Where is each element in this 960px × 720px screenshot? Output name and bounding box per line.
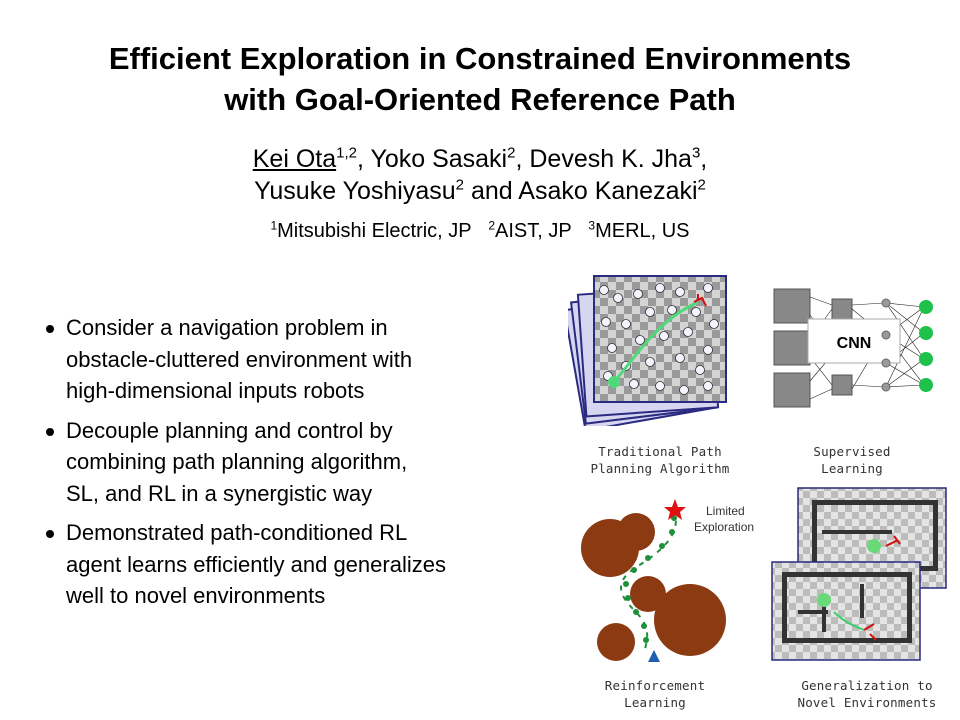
path-planning-figure <box>568 275 727 426</box>
caption-path-planning: Traditional Path Planning Algorithm <box>585 443 735 477</box>
caption-line: Novel Environments <box>797 695 937 710</box>
author-affil-sup: 2 <box>697 176 706 194</box>
author-list: Kei Ota1,2, Yoko Sasaki2, Devesh K. Jha3… <box>0 143 960 207</box>
author-line-2: Yusuke Yoshiyasu2 and Asako Kanezaki2 <box>0 175 960 207</box>
caption-generalization: Generalization to Novel Environments <box>786 677 948 711</box>
affil-name: AIST, JP <box>495 220 572 242</box>
bullet-item: Consider a navigation problem in obstacl… <box>44 312 544 407</box>
affil-sup: 1 <box>270 218 278 233</box>
bullet-line: SL, and RL in a synergistic way <box>66 480 373 506</box>
hidden-nodes <box>881 298 891 392</box>
affil-sup: 2 <box>488 218 495 233</box>
output-nodes <box>919 300 933 392</box>
affil-name: MERL, US <box>595 220 690 242</box>
bullet-dot-icon <box>46 530 54 538</box>
cnn-figure: CNN <box>773 288 933 408</box>
author-conjunction: and <box>470 177 513 205</box>
planned-path <box>612 300 699 383</box>
caption-rl: Reinforcement Learning <box>585 677 725 711</box>
bullet-item: Decouple planning and control by combini… <box>44 415 544 510</box>
affiliation-line: 1Mitsubishi Electric, JP 2AIST, JP 3MERL… <box>0 218 960 244</box>
caption-line: Reinforcement <box>604 678 706 693</box>
author-affil-sup: 3 <box>691 144 701 162</box>
rl-figure: Limited Exploration <box>581 499 754 662</box>
title-line-1: Efficient Exploration in Constrained Env… <box>108 41 852 76</box>
bullet-line: high-dimensional inputs robots <box>66 378 365 403</box>
label-line: Limited <box>706 504 745 518</box>
generalization-figure <box>771 487 947 661</box>
affil-sup: 3 <box>588 218 596 233</box>
bullet-item: Demonstrated path-conditioned RL agent l… <box>44 517 544 612</box>
author-name: Asako Kanezaki <box>518 177 698 205</box>
author-name: Kei Ota <box>252 145 337 173</box>
bullet-line: combining path planning algorithm, <box>66 449 408 474</box>
author-affil-sup: 2 <box>507 144 516 162</box>
author-name: Yoko Sasaki <box>370 145 508 173</box>
affil-name: Mitsubishi Electric, JP <box>277 220 472 242</box>
bullet-line: Consider a navigation problem in <box>66 315 388 340</box>
cnn-label: CNN <box>837 335 872 352</box>
bullet-line: Demonstrated path-conditioned RL <box>66 520 408 545</box>
caption-line: Supervised <box>813 444 891 459</box>
caption-line: Learning <box>624 695 686 710</box>
bullet-line: well to novel environments <box>66 583 326 608</box>
caption-line: Planning Algorithm <box>590 461 730 476</box>
bullet-line: agent learns efficiently and generalizes <box>66 551 446 577</box>
rl-trajectory <box>620 509 677 653</box>
bullet-line: obstacle-cluttered environment with <box>66 346 413 372</box>
caption-supervised: Supervised Learning <box>782 443 922 477</box>
start-triangle-icon <box>648 650 660 662</box>
start-marker <box>608 376 620 388</box>
label-line: Exploration <box>694 520 754 534</box>
title-line-2: with Goal-Oriented Reference Path <box>224 82 736 117</box>
summary-bullets: Consider a navigation problem in obstacl… <box>44 312 544 620</box>
map-obstacles <box>599 283 719 395</box>
caption-line: Traditional Path <box>598 444 722 459</box>
bullet-dot-icon <box>46 325 54 333</box>
author-affil-sup: 2 <box>455 176 465 194</box>
bullet-dot-icon <box>46 427 54 436</box>
author-line-1: Kei Ota1,2, Yoko Sasaki2, Devesh K. Jha3… <box>252 144 708 173</box>
paper-title: Efficient Exploration in Constrained Env… <box>0 38 960 120</box>
limited-exploration-label: Limited Exploration <box>694 504 754 534</box>
goal-star-icon <box>664 499 686 520</box>
rl-obstacles <box>581 513 726 661</box>
author-name: Yusuke Yoshiyasu <box>254 177 456 205</box>
env-front <box>771 561 921 661</box>
input-maps <box>773 288 811 408</box>
cnn-box <box>807 318 901 364</box>
caption-line: Generalization to <box>801 678 933 693</box>
caption-line: Learning <box>821 461 883 476</box>
author-name: Devesh K. Jha <box>529 145 692 173</box>
bullet-line: Decouple planning and control by <box>66 417 393 443</box>
author-affil-sup: 1,2 <box>336 144 357 162</box>
goal-robot-icon <box>693 294 707 307</box>
